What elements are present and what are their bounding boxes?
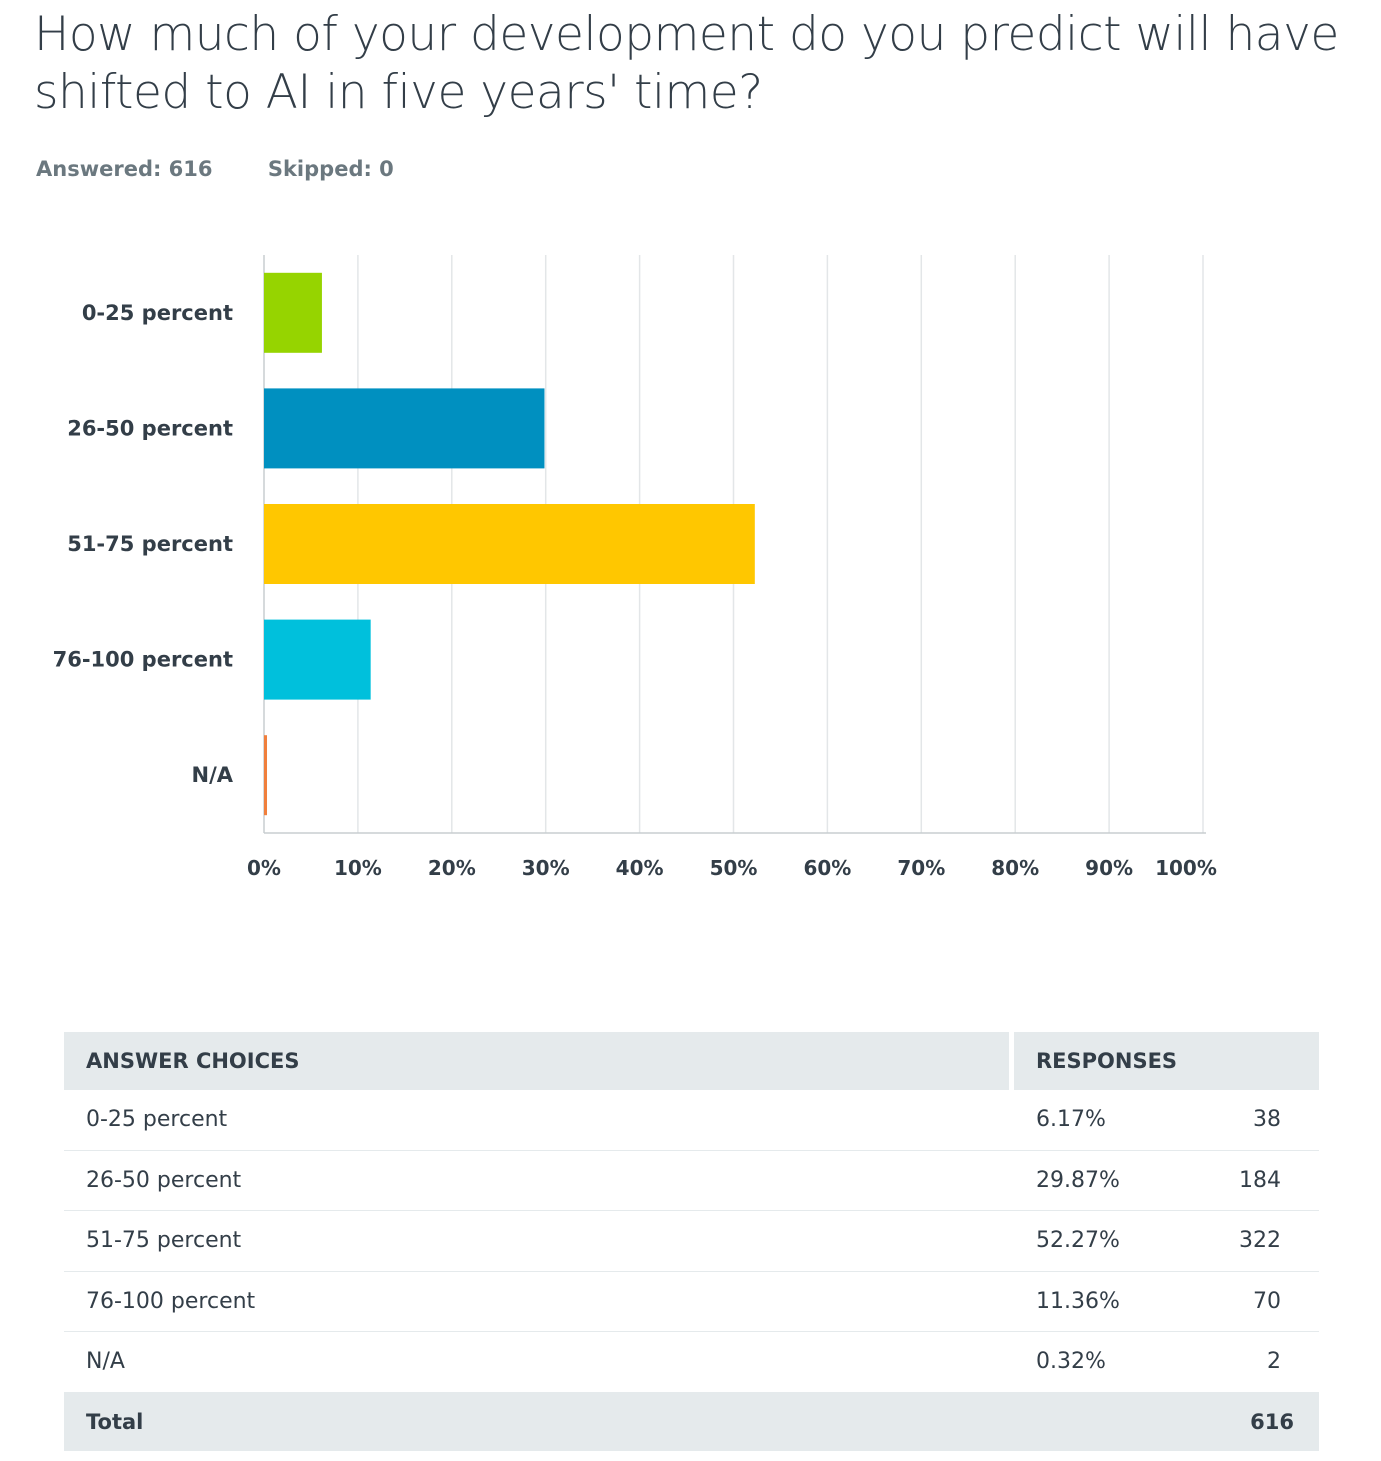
x-tick-label: 50% xyxy=(710,856,758,880)
row-percent: 0.32% xyxy=(1014,1332,1167,1393)
x-tick-label: 90% xyxy=(1085,856,1133,880)
x-tick-label: 80% xyxy=(991,856,1039,880)
x-tick-label: 30% xyxy=(522,856,570,880)
chart-tick-labels: 0% 10% 20% 30% 40% 50% 60% 70% 80% 90% 100% xyxy=(247,856,1217,880)
table-total-row: Total 616 xyxy=(64,1392,1319,1451)
row-count: 184 xyxy=(1166,1151,1319,1211)
row-choice: N/A xyxy=(64,1332,1014,1393)
bar[interactable] xyxy=(264,619,371,700)
y-category-label: 0-25 percent xyxy=(82,301,233,325)
x-tick-label: 60% xyxy=(803,856,851,880)
x-tick-label: 70% xyxy=(897,856,945,880)
skipped-count: Skipped: 0 xyxy=(267,157,394,181)
row-choice: 51-75 percent xyxy=(64,1211,1014,1272)
bar[interactable] xyxy=(264,388,545,469)
y-category-label: 76-100 percent xyxy=(53,648,233,672)
x-tick-label: 100% xyxy=(1155,856,1217,880)
header-answer-choices[interactable]: ANSWER CHOICES xyxy=(64,1032,1014,1090)
row-percent: 6.17% xyxy=(1014,1090,1167,1151)
table-row: 0-25 percent 6.17% 38 xyxy=(64,1090,1319,1151)
total-spacer xyxy=(1014,1392,1167,1451)
bar[interactable] xyxy=(264,735,268,816)
response-stats: Answered: 616 Skipped: 0 xyxy=(36,157,394,181)
table-row: N/A 0.32% 2 xyxy=(64,1332,1319,1393)
table-header-row: ANSWER CHOICES RESPONSES xyxy=(64,1032,1319,1090)
bar-chart: 0-25 percent 26-50 percent 51-75 percent 76… xyxy=(53,255,1217,880)
total-label: Total xyxy=(64,1392,1014,1451)
chart-bars xyxy=(264,272,755,816)
row-count: 322 xyxy=(1166,1211,1319,1272)
table-row: 26-50 percent 29.87% 184 xyxy=(64,1151,1319,1211)
row-count: 38 xyxy=(1166,1090,1319,1151)
row-percent: 52.27% xyxy=(1014,1211,1167,1272)
row-percent: 11.36% xyxy=(1014,1272,1167,1332)
row-choice: 0-25 percent xyxy=(64,1090,1014,1151)
x-tick-label: 40% xyxy=(616,856,664,880)
row-count: 70 xyxy=(1166,1272,1319,1332)
answered-count: Answered: 616 xyxy=(36,157,213,181)
row-choice: 76-100 percent xyxy=(64,1272,1014,1332)
table-row: 51-75 percent 52.27% 322 xyxy=(64,1211,1319,1272)
y-category-label: 26-50 percent xyxy=(67,416,233,440)
total-count: 616 xyxy=(1166,1392,1319,1451)
table-row: 76-100 percent 11.36% 70 xyxy=(64,1272,1319,1332)
row-count: 2 xyxy=(1166,1332,1319,1393)
header-responses[interactable]: RESPONSES xyxy=(1014,1032,1319,1090)
y-category-label: N/A xyxy=(192,763,234,787)
y-category-label: 51-75 percent xyxy=(67,532,233,556)
responses-table: ANSWER CHOICES RESPONSES 0-25 percent 6.… xyxy=(64,1032,1319,1451)
bar[interactable] xyxy=(264,272,322,353)
x-tick-label: 0% xyxy=(247,856,281,880)
x-tick-label: 20% xyxy=(428,856,476,880)
chart-category-labels: 0-25 percent 26-50 percent 51-75 percent 76… xyxy=(53,301,234,787)
row-choice: 26-50 percent xyxy=(64,1151,1014,1211)
question-title: How much of your development do you pred… xyxy=(34,7,1339,120)
x-tick-label: 10% xyxy=(334,856,382,880)
row-percent: 29.87% xyxy=(1014,1151,1167,1211)
bar[interactable] xyxy=(264,504,755,584)
